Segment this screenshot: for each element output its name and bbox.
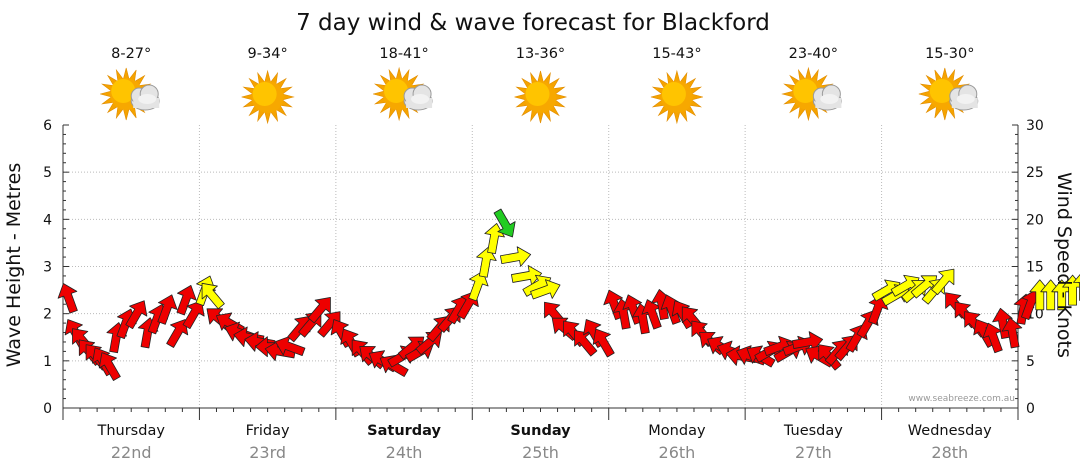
day-date-label: 28th (931, 443, 968, 462)
y-right-tick-label: 5 (1026, 354, 1035, 370)
y-axis-left-label: Wave Height - Metres (3, 163, 25, 367)
y-axis-right-label: Wind Speed - Knots (1053, 172, 1075, 358)
y-left-tick-label: 0 (43, 401, 52, 417)
chart-title: 7 day wind & wave forecast for Blackford (296, 10, 770, 36)
wind-arrow (1001, 317, 1023, 349)
partly-cloudy-icon (373, 66, 433, 122)
sunny-icon (514, 70, 567, 124)
day-temp-range: 15-43° (652, 46, 701, 62)
wind-arrow (500, 246, 532, 267)
wind-arrow (307, 297, 331, 324)
wind-arrow (574, 330, 598, 357)
y-right-tick-label: 15 (1026, 260, 1044, 276)
day-name-label: Tuesday (783, 423, 843, 439)
wind-arrow (157, 294, 178, 325)
partly-cloudy-icon (781, 66, 842, 122)
y-left-tick-label: 4 (43, 212, 52, 228)
partly-cloudy-icon (100, 67, 160, 121)
partly-cloudy-icon (918, 67, 979, 121)
y-left-tick-label: 1 (43, 354, 52, 370)
day-date-label: 23rd (249, 443, 286, 462)
day-temp-range: 23-40° (789, 46, 838, 62)
y-left-tick-label: 2 (43, 307, 52, 323)
day-date-label: 27th (795, 443, 832, 462)
wind-arrow (493, 208, 516, 238)
wind-arrow (201, 282, 225, 310)
y-left-tick-label: 3 (43, 260, 52, 276)
wind-arrow (468, 270, 489, 302)
day-temp-range: 15-30° (925, 46, 974, 62)
day-date-label: 22nd (111, 443, 152, 462)
wind-arrow (182, 300, 205, 330)
y-right-tick-label: 20 (1026, 212, 1044, 228)
day-name-label: Monday (648, 423, 706, 439)
y-right-tick-label: 30 (1026, 118, 1044, 134)
day-name-label: Friday (246, 423, 290, 439)
day-temp-range: 8-27° (111, 46, 151, 62)
wind-arrow (1073, 273, 1080, 301)
day-name-label: Thursday (96, 423, 165, 439)
wind-arrow (166, 319, 189, 348)
sunny-icon (241, 69, 295, 125)
wind-arrow (125, 300, 148, 330)
day-name-label: Wednesday (908, 423, 992, 439)
day-temp-range: 18-41° (379, 46, 428, 62)
wind-arrow (476, 246, 497, 278)
watermark-credit: www.seabreeze.com.au (908, 394, 1015, 404)
wind-arrow (931, 268, 955, 296)
wind-arrow (98, 352, 121, 381)
day-date-label: 24th (386, 443, 423, 462)
day-temp-range: 9-34° (248, 46, 288, 62)
day-temp-range: 13-36° (516, 46, 565, 62)
sunny-icon (650, 69, 703, 125)
y-right-tick-label: 0 (1026, 401, 1035, 417)
day-name-label: Saturday (367, 423, 441, 439)
wind-arrow (603, 289, 624, 321)
grid-lines (63, 125, 1018, 408)
y-right-tick-label: 25 (1026, 165, 1044, 181)
y-left-tick-label: 5 (43, 165, 52, 181)
wind-arrow (622, 294, 643, 325)
wind-arrow (824, 339, 848, 366)
wind-arrows (57, 208, 1080, 381)
day-name-label: Sunday (510, 423, 571, 439)
wind-arrow (176, 285, 197, 316)
wind-arrow (530, 279, 561, 300)
wind-arrow (592, 328, 615, 358)
day-date-label: 26th (659, 443, 696, 462)
y-left-tick-label: 6 (43, 118, 52, 134)
wind-arrow (57, 283, 78, 314)
day-date-label: 25th (522, 443, 559, 462)
